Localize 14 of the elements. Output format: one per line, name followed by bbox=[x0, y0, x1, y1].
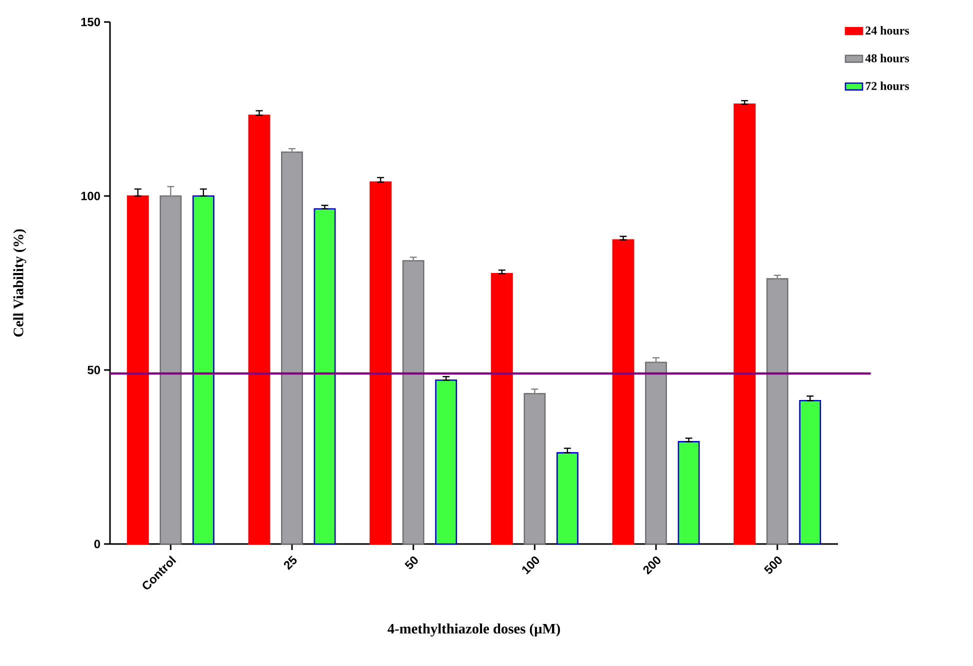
legend-label: 24 hours bbox=[866, 26, 910, 35]
x-tick-label: 25 bbox=[284, 556, 297, 570]
x-tick-label: 50 bbox=[404, 556, 418, 570]
x-tick-label: 100 bbox=[522, 556, 540, 574]
x-tick-label: 200 bbox=[643, 556, 660, 575]
legend-label: 72 hours bbox=[866, 82, 910, 90]
y-tick-label: 150 bbox=[81, 18, 100, 26]
y-tick-label: 100 bbox=[81, 192, 100, 200]
x-axis-title: 4-methylthiazole doses (µM) bbox=[388, 623, 560, 637]
x-tick-label: 500 bbox=[764, 556, 782, 574]
y-tick-label: 0 bbox=[94, 540, 100, 548]
y-axis-title: Cell Viability (%) bbox=[13, 229, 26, 337]
y-tick-label: 50 bbox=[88, 366, 100, 374]
legend-label: 48 hours bbox=[865, 54, 910, 62]
